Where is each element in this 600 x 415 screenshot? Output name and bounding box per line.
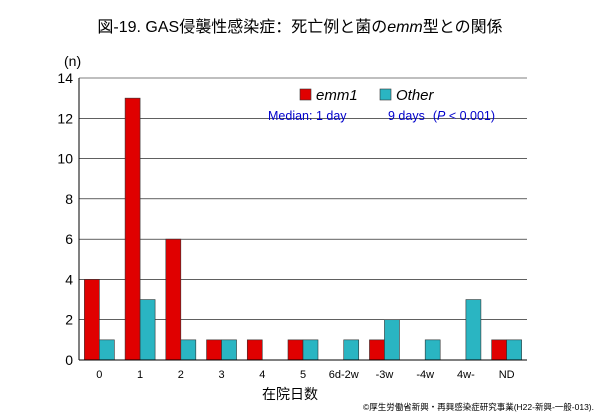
median-label: Median: 1 day	[268, 109, 347, 123]
bar-other-6d-2w	[343, 339, 360, 361]
bar-other-3	[221, 339, 237, 361]
other-median-annotation: 9 days (P < 0.001)	[388, 109, 495, 123]
bar-emm1-1	[124, 97, 141, 361]
bar-emm1-ND	[491, 339, 507, 361]
x-tick-label: 5	[300, 369, 306, 381]
bar-emm1--3w	[369, 339, 385, 361]
bar-other--4w	[424, 339, 441, 361]
y-tick-label: 8	[65, 191, 73, 207]
gridlines	[79, 77, 527, 321]
y-tick-label: 4	[65, 271, 73, 287]
bars	[84, 97, 522, 361]
x-tick-label: 3	[218, 369, 224, 381]
y-tick-label: 6	[65, 231, 73, 247]
bar-emm1-0	[84, 279, 100, 361]
bar-other-5	[302, 339, 319, 361]
bar-other-0	[99, 339, 115, 361]
x-tick-label: 4	[259, 369, 265, 381]
x-tick-label: 2	[178, 369, 184, 381]
x-tick-label: ND	[499, 369, 515, 381]
p-rest: < 0.001)	[445, 109, 495, 123]
bar-other-ND	[506, 339, 522, 361]
x-tick-label: -4w	[416, 369, 434, 381]
bar-other-1	[139, 299, 156, 361]
x-tick-label: 0	[96, 369, 102, 381]
legend-swatch-other	[379, 88, 392, 101]
legend-swatch-emm1	[299, 88, 312, 101]
y-tick-labels: 0 2 4 6 8 10 12 14	[57, 70, 73, 368]
chart-title: 図-19. GAS侵襲性感染症：死亡例と菌のemm型との関係	[97, 18, 502, 36]
other-median-value: 9 days	[388, 109, 425, 123]
x-axis-label: 在院日数	[262, 386, 318, 402]
legend-label-emm1: emm1	[316, 87, 358, 104]
bar-emm1-2	[165, 238, 182, 361]
x-tick-label: 4w-	[457, 369, 475, 381]
y-tick-label: 14	[57, 70, 73, 86]
p-symbol: P	[437, 109, 446, 123]
y-tick-label: 12	[57, 110, 73, 126]
y-tick-label: 0	[65, 352, 73, 368]
footer-credit: ©厚生労働省新興・再興感染症研究事業(H22-新興-一般-013).	[363, 402, 594, 412]
bar-other-4w-	[465, 299, 482, 361]
bar-emm1-3	[206, 339, 222, 361]
y-tick-label: 10	[57, 151, 73, 167]
bar-emm1-4	[246, 339, 263, 361]
y-tick-label: 2	[65, 312, 73, 328]
bar-emm1-5	[287, 339, 304, 361]
x-tick-label: 6d-2w	[329, 369, 359, 381]
p-open: (	[433, 109, 438, 123]
legend-label-other: Other	[396, 87, 435, 104]
x-tick-label: 1	[137, 369, 143, 381]
x-tick-labels: 0 1 2 3 4 5 6d-2w -3w -4w 4w- ND	[96, 369, 514, 381]
x-tick-label: -3w	[376, 369, 394, 381]
chart-title-prefix: 図-19. GAS侵襲性感染症：死亡例と菌の	[97, 18, 387, 36]
bar-other-2	[180, 339, 197, 361]
bar-other--3w	[384, 319, 400, 361]
chart-title-suffix: 型との関係	[423, 18, 503, 36]
y-axis-label: (n)	[64, 53, 81, 69]
chart-title-italic: emm	[387, 19, 423, 36]
legend: emm1 Other	[299, 87, 435, 104]
